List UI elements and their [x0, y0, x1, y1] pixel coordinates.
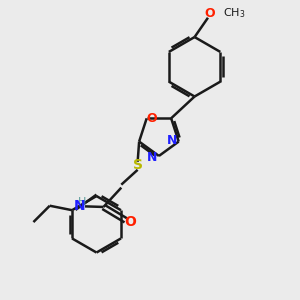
Text: O: O	[124, 215, 136, 229]
Text: N: N	[167, 134, 177, 147]
Text: O: O	[204, 7, 215, 20]
Text: S: S	[133, 158, 142, 172]
Text: N: N	[73, 200, 85, 213]
Text: H: H	[78, 197, 86, 207]
Text: O: O	[147, 112, 157, 125]
Text: N: N	[147, 151, 158, 164]
Text: CH$_3$: CH$_3$	[224, 6, 246, 20]
